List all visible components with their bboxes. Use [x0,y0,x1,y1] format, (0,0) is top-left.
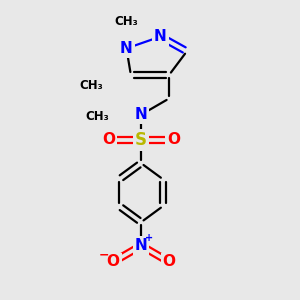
Text: CH₃: CH₃ [115,15,138,28]
Text: N: N [120,41,133,56]
Text: O: O [107,254,120,269]
Text: O: O [102,132,115,147]
Text: N: N [154,29,167,44]
Text: O: O [167,132,180,147]
Text: +: + [145,233,154,243]
Text: N: N [135,238,148,253]
Text: −: − [98,249,109,262]
Text: CH₃: CH₃ [79,79,103,92]
Text: O: O [163,254,176,269]
Text: N: N [135,107,148,122]
Text: S: S [135,131,147,149]
Text: CH₃: CH₃ [85,110,109,123]
